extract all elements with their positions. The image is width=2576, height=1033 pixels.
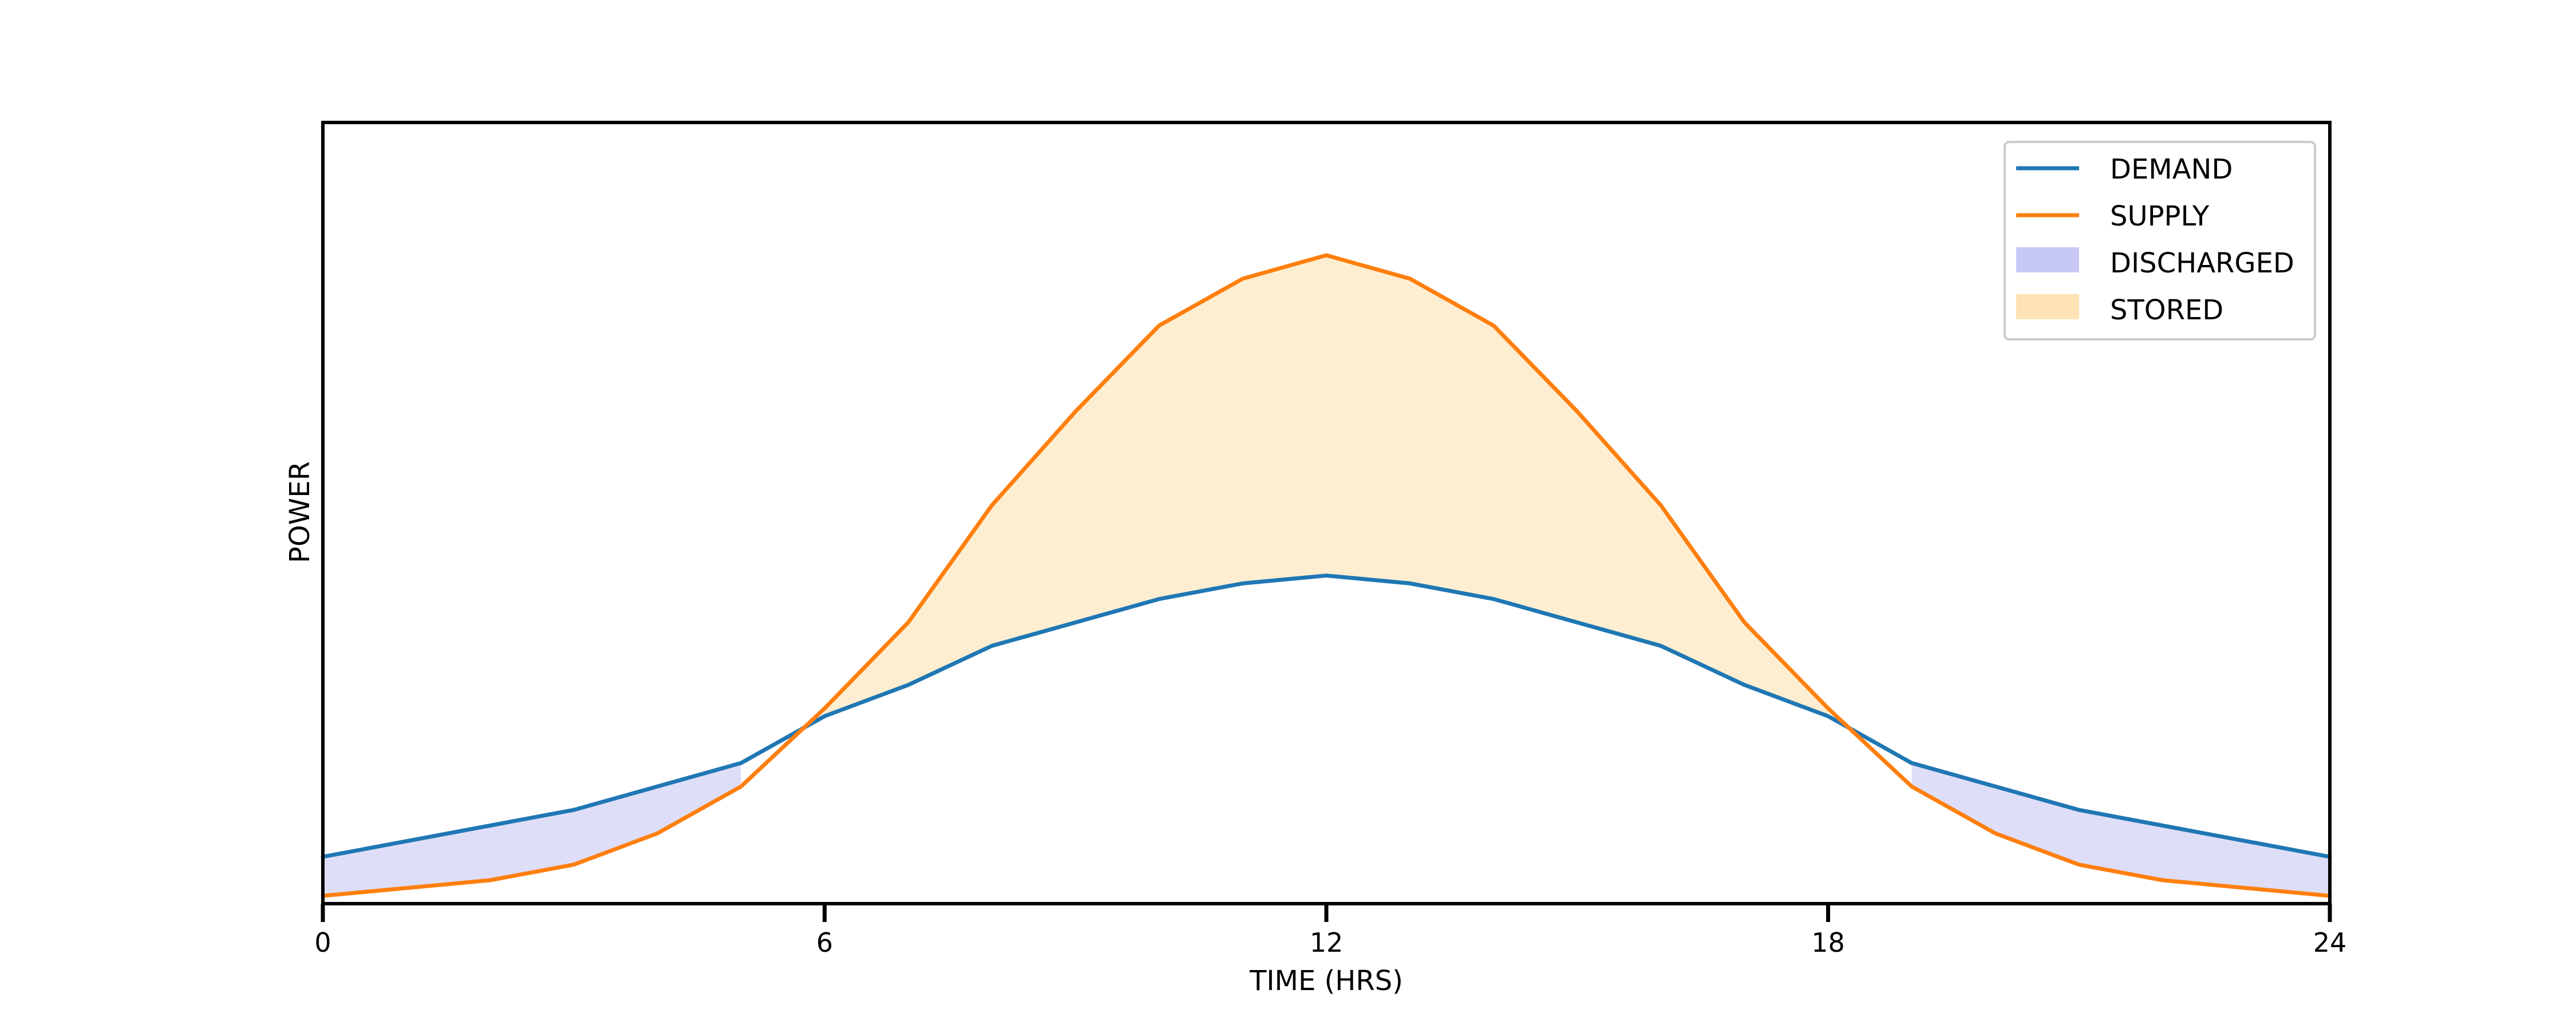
legend-label-discharged: DISCHARGED (2110, 247, 2294, 279)
x-axis-label: TIME (HRS) (1249, 965, 1403, 997)
x-tick-label-18: 18 (1811, 927, 1845, 958)
x-tick-label-12: 12 (1310, 927, 1344, 958)
legend-swatch-stored (2016, 294, 2079, 319)
legend-swatch-discharged (2016, 247, 2079, 272)
x-axis-ticks: 0 6 12 18 24 (314, 904, 2346, 958)
fill-areas (323, 255, 2330, 896)
series-lines (321, 253, 2332, 898)
discharged-fill-region-0 (323, 763, 741, 896)
legend-label-stored: STORED (2110, 294, 2223, 326)
discharged-fill-region-1 (1911, 763, 2330, 896)
x-tick-label-24: 24 (2313, 927, 2347, 958)
demand-line (321, 573, 2332, 859)
legend-box (2004, 141, 2316, 341)
legend-label-supply: SUPPLY (2110, 200, 2210, 232)
legend-label-demand: DEMAND (2110, 153, 2233, 185)
stored-fill-region-0 (824, 255, 1828, 717)
x-tick-label-0: 0 (314, 927, 331, 958)
y-axis-label: POWER (284, 461, 316, 563)
legend: DEMAND SUPPLY DISCHARGED STORED (2004, 141, 2316, 341)
x-tick-label-6: 6 (816, 927, 833, 958)
supply-line (321, 253, 2332, 898)
